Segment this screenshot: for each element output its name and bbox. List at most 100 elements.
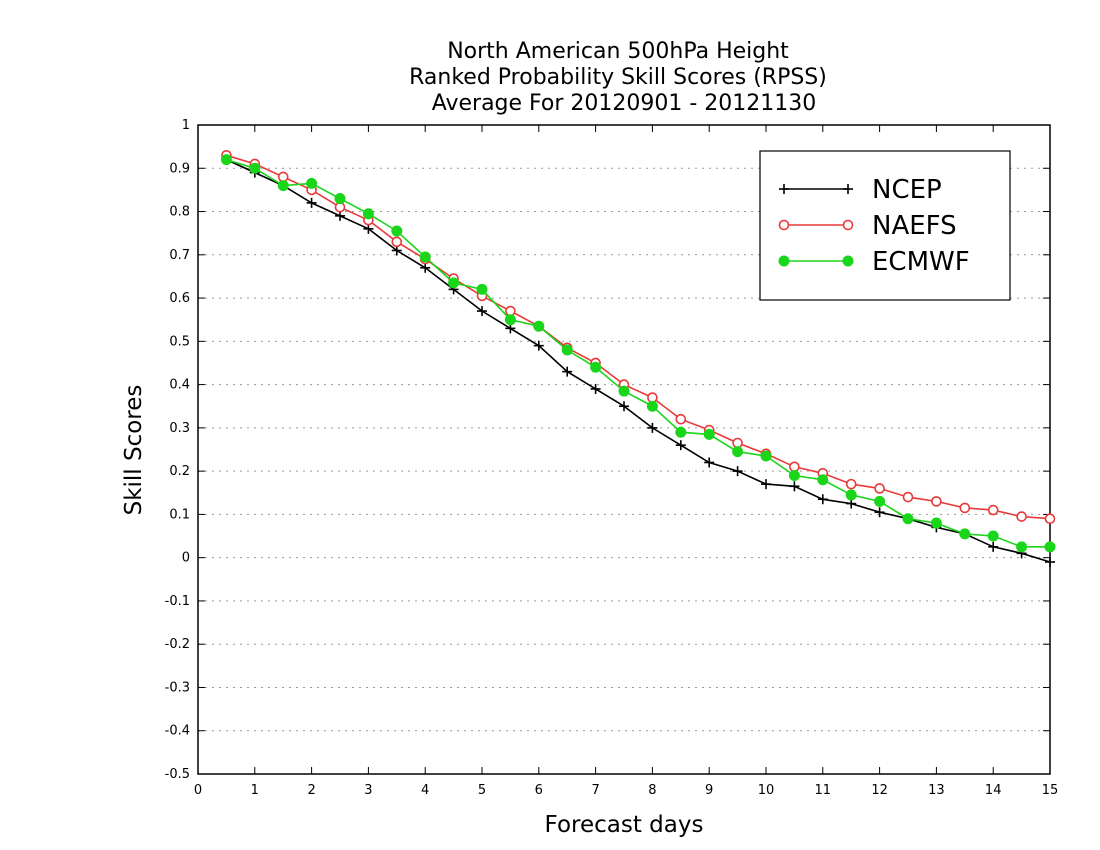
series-ncep-point [647, 422, 658, 433]
y-tick-label: 0 [182, 551, 190, 566]
x-tick-label: 5 [478, 783, 486, 798]
series-ecmwf-point [476, 283, 488, 295]
legend: NCEP NAEFS ECMWF [759, 150, 1011, 301]
y-tick-label: 0.2 [169, 464, 190, 479]
series-naefs-point [505, 305, 516, 317]
series-ecmwf-point [419, 251, 431, 263]
series-naefs-point [732, 437, 743, 449]
plot-frame [197, 124, 1051, 775]
x-tick-label: 0 [194, 783, 202, 798]
series-ecmwf-point [959, 528, 971, 540]
series-naefs-point [902, 491, 914, 503]
y-tick-label: -0.4 [165, 724, 190, 739]
series-ecmwf-point [277, 180, 289, 192]
series-ecmwf-point [703, 428, 715, 440]
series-naefs-point [391, 236, 403, 248]
y-tick-label: -0.3 [165, 680, 190, 695]
x-tick-label: 13 [928, 783, 945, 798]
series-ecmwf-point [788, 469, 800, 481]
series-ncep-point [533, 340, 544, 351]
legend-ncep-label: NCEP [872, 175, 942, 205]
series-ecmwf-point [561, 344, 573, 356]
x-tick-label: 12 [871, 783, 888, 798]
series-ecmwf-point [760, 450, 772, 462]
y-tick-label: 0.4 [169, 378, 190, 393]
y-tick-label: 0.3 [169, 421, 190, 436]
series-naefs-point [1016, 511, 1027, 522]
series-ecmwf-point [618, 385, 630, 397]
series-naefs-point [874, 483, 885, 494]
legend-naefs-label: NAEFS [872, 211, 957, 241]
series-ecmwf-point [533, 320, 545, 332]
series-ncep-point [619, 401, 629, 412]
series-ncep-point [1045, 556, 1055, 567]
y-axis-label: Skill Scores [121, 385, 147, 516]
y-tick-label: 0.6 [169, 291, 190, 306]
chart-title-line-3: Average For 20120901 - 20121130 [432, 91, 817, 116]
x-tick-label: 14 [985, 783, 1002, 798]
series-ecmwf-point [1016, 541, 1028, 553]
chart-title-line-2: Ranked Probability Skill Scores (RPSS) [409, 65, 827, 90]
y-axis: -0.5 -0.4 -0.3 -0.2 -0.1 0 0.1 0.2 0.3 0.4 0.5 0.6 0… [165, 118, 1050, 782]
legend-naefs-point [778, 219, 790, 231]
series-ecmwf-point [845, 489, 857, 501]
legend-ncep-point [843, 184, 853, 194]
series-ncep-point [590, 383, 601, 394]
series-ecmwf-point [334, 193, 346, 205]
series-naefs-point [789, 461, 800, 473]
legend-naefs-point [842, 219, 854, 231]
series-ncep-point [335, 210, 345, 221]
x-tick-label: 8 [648, 783, 656, 798]
x-tick-label: 10 [758, 783, 775, 798]
series-ecmwf-point [391, 225, 403, 237]
x-tick-label: 1 [251, 783, 259, 798]
series-layer [220, 149, 1056, 567]
series-naefs-point [647, 392, 658, 403]
series-ncep-point [789, 481, 800, 492]
series-ecmwf-point [930, 517, 942, 529]
chart-title-line-1: North American 500hPa Height [447, 39, 789, 64]
legend-ecmwf: ECMWF [778, 247, 970, 277]
legend-ncep: NCEP [779, 175, 942, 205]
x-axis-label: Forecast days [545, 812, 704, 838]
legend-ecmwf-point [778, 255, 790, 267]
legend-ecmwf-point [842, 255, 854, 267]
series-ecmwf-point [646, 400, 658, 412]
series-ncep-point [675, 440, 686, 451]
y-tick-label: 0.9 [169, 161, 190, 176]
series-ncep-point [817, 494, 828, 505]
series-ncep-point [477, 306, 487, 317]
x-tick-label: 4 [421, 783, 429, 798]
series-ncep-point [732, 466, 743, 477]
series-ncep-point [363, 223, 374, 234]
series-ncep-point [562, 366, 573, 377]
series-ncep-point [420, 262, 431, 273]
series-ncep-point [761, 479, 771, 490]
series-naefs-point [277, 171, 289, 183]
series-ecmwf-point [675, 426, 687, 438]
x-tick-label: 7 [591, 783, 599, 798]
series-ecmwf-point [987, 530, 999, 542]
series-ecmwf-point [817, 474, 829, 486]
x-tick-label: 11 [815, 783, 832, 798]
series-ecmwf-point [249, 162, 261, 174]
series-ecmwf-point [1044, 541, 1056, 553]
series-ecmwf-point [362, 208, 374, 220]
y-tick-label: -0.1 [165, 594, 190, 609]
series-naefs-point [675, 413, 687, 425]
legend-ncep-point [779, 184, 789, 194]
x-tick-label: 2 [307, 783, 315, 798]
series-naefs-point [987, 504, 999, 516]
legend-ecmwf-label: ECMWF [872, 247, 970, 277]
series-naefs-point [334, 201, 346, 213]
series-ecmwf-point [448, 277, 460, 289]
series-ncep-point [391, 245, 402, 256]
x-tick-label: 15 [1042, 783, 1059, 798]
series-ncep-point [874, 507, 885, 518]
series-naefs-point [931, 496, 942, 507]
x-tick-label: 3 [364, 783, 372, 798]
series-ecmwf-point [504, 314, 516, 326]
series-ncep-point [988, 541, 999, 552]
series-naefs-point [845, 478, 857, 490]
